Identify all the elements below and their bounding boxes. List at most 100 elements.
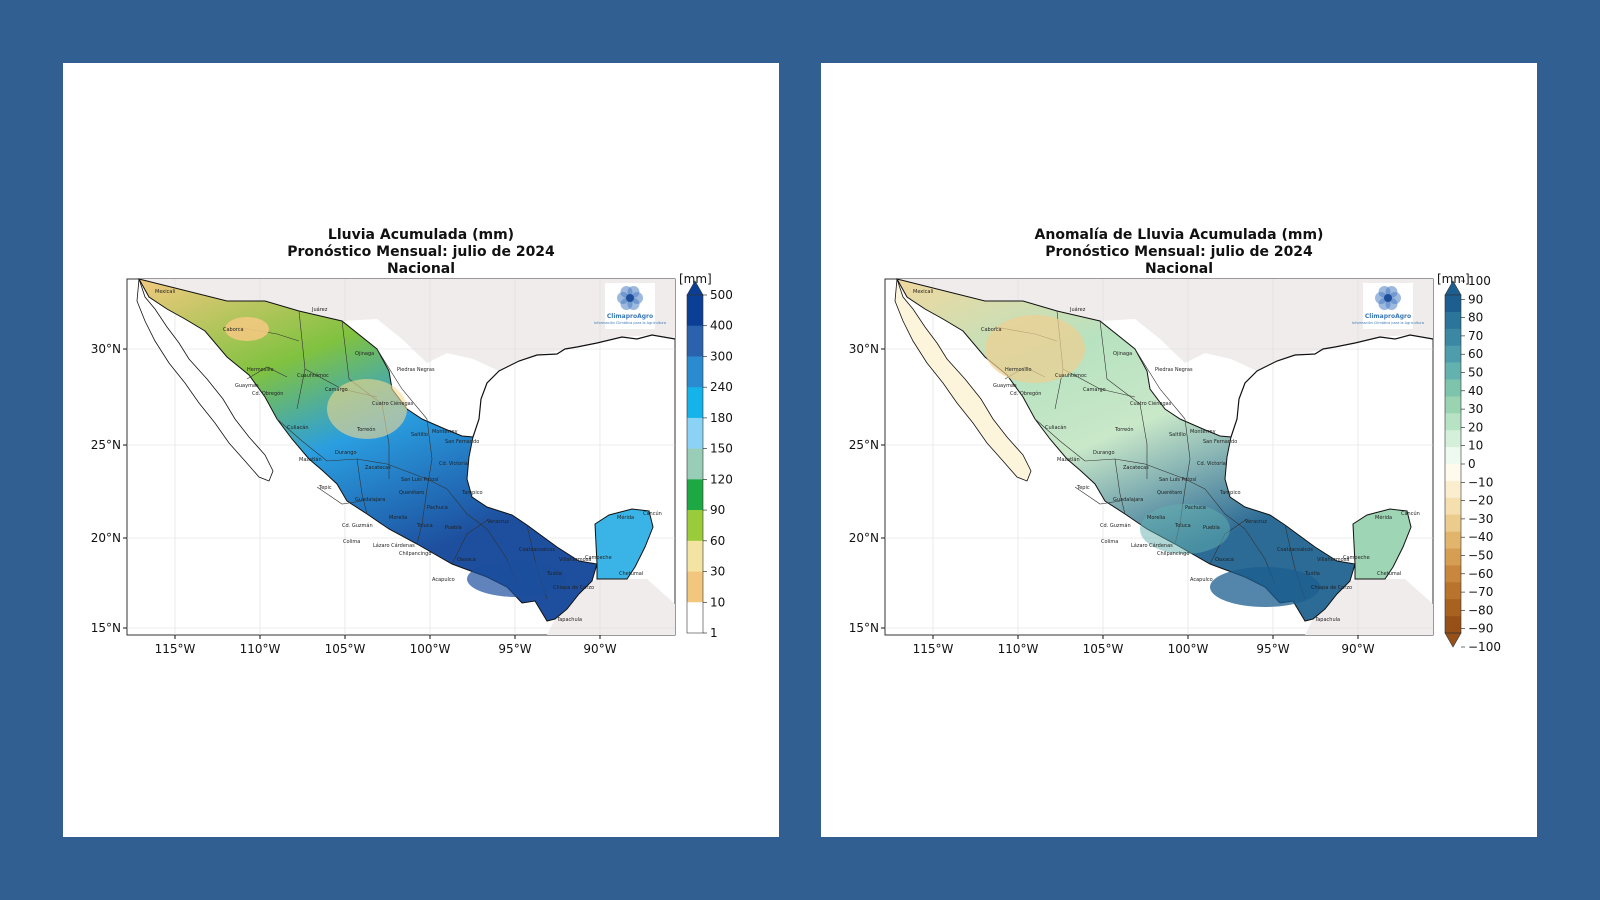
city-label: Oaxaca (1215, 557, 1234, 563)
dry-anomaly-region (985, 315, 1085, 383)
y-tick-label: 15°N (849, 621, 879, 635)
colorbar-segment (687, 448, 703, 480)
city-label: Cancún (1401, 510, 1420, 517)
city-label: Querétaro (399, 489, 424, 496)
wet-anomaly-region (1210, 567, 1320, 607)
central-america-land (547, 579, 675, 635)
state-border (416, 488, 428, 545)
colorbar-segment (687, 510, 703, 542)
colorbar-tick-label: −100 (1468, 640, 1501, 654)
colorbar-segment (1445, 379, 1461, 397)
anomaly-map-panel: Anomalía de Lluvia Acumulada (mm) Pronós… (821, 63, 1537, 837)
city-label: Cd. Victoria (1197, 461, 1226, 467)
state-border (386, 463, 448, 490)
colorbar-tick-label: −70 (1468, 585, 1493, 599)
colorbar-tick-label: −40 (1468, 530, 1493, 544)
y-tick-label: 15°N (91, 621, 121, 635)
city-label: Pachuca (427, 505, 448, 511)
city-label: Cd. Victoria (439, 461, 468, 467)
city-label: Culiacán (287, 424, 308, 431)
yucatan-peninsula (1352, 508, 1412, 580)
colorbar-segment (687, 602, 703, 634)
colorbar-tick-label: 240 (710, 380, 733, 394)
mexico-land: Mexicali Juárez Caborca Hermosillo Ojinaga Pi… (894, 278, 1434, 623)
city-label: Torreón (1114, 426, 1133, 433)
colorbar-tick-label: 100 (1468, 274, 1491, 288)
colorbar-segment (1445, 362, 1461, 380)
city-label: Juárez (1069, 306, 1086, 313)
colorbar-tick-label: −20 (1468, 494, 1493, 508)
anomaly-map: Mexicali Juárez Caborca Hermosillo Ojinaga Pi… (849, 272, 1501, 656)
colorbar-segment (1445, 447, 1461, 465)
state-border (1144, 463, 1206, 490)
city-label: San Fernando (445, 439, 479, 445)
city-label: Guaymas (993, 383, 1017, 389)
map-plot-area: Mexicali Juárez Caborca Hermosillo Ojinaga Pi… (884, 278, 1434, 636)
city-label: Guadalajara (1113, 497, 1143, 503)
colorbar-segment (1445, 345, 1461, 363)
x-tick-label: 100°W (410, 642, 451, 656)
city-label: Zacatecas (1123, 465, 1149, 471)
colorbar-tick-label: −30 (1468, 512, 1493, 526)
map-title-line-1: Lluvia Acumulada (mm) (327, 227, 515, 243)
rain-map: Mexicali Juárez Caborca Hermosillo Ojinaga Pi… (91, 272, 733, 656)
colorbar-tick-label: 40 (1468, 384, 1483, 398)
colorbar-tick-label: 400 (710, 319, 733, 333)
city-label: Caborca (981, 327, 1002, 333)
city-label: Lázaro Cárdenas (1131, 542, 1173, 549)
colorbar-tick-label: −60 (1468, 567, 1493, 581)
state-border (1114, 458, 1126, 515)
colorbar-segment (687, 417, 703, 449)
colorbar: 1009080706050403020100−10−20−30−40−50−60… (1437, 272, 1501, 654)
colorbar-tick-label: 180 (710, 411, 733, 425)
colorbar-tick-label: −80 (1468, 603, 1493, 617)
colorbar-tick-label: 50 (1468, 366, 1483, 380)
colorbar-segment (687, 295, 703, 327)
y-tick-label: 30°N (91, 342, 121, 356)
colorbar-segment (1445, 311, 1461, 330)
colorbar-tick-label: 30 (710, 565, 725, 579)
logo-subtitle: Información Climática para la Agricultur… (594, 321, 666, 325)
x-tick-label: 95°W (1256, 642, 1289, 656)
city-label: Camargo (1083, 387, 1106, 393)
y-tick-label: 30°N (849, 342, 879, 356)
city-label: San Luis Potosí (1159, 476, 1197, 483)
city-label: Chiapa de Corzo (553, 585, 594, 591)
colorbar-tick-label: 150 (710, 442, 733, 456)
city-label: Tuxtla (1304, 571, 1320, 577)
colorbar-tick-label: 20 (1468, 420, 1483, 434)
state-border (1062, 368, 1136, 398)
city-label: Caborca (223, 327, 244, 333)
city-label: Piedras Negras (397, 367, 435, 373)
state-border (356, 458, 368, 515)
x-tick-label: 90°W (1341, 642, 1374, 656)
gulf-coastline (472, 334, 676, 438)
city-label: Pachuca (1185, 505, 1206, 511)
city-label: Chetumal (619, 571, 643, 577)
city-label: Cancún (643, 510, 662, 517)
city-label: Morelia (389, 515, 407, 521)
state-border (446, 488, 488, 530)
map-plot-area: Mexicali Juárez Caborca Hermosillo Ojinaga Pi… (126, 278, 676, 636)
state-border (276, 418, 328, 462)
city-label: Acapulco (1190, 577, 1213, 583)
city-label: Piedras Negras (1155, 367, 1193, 373)
colorbar-segment (1445, 295, 1461, 313)
city-label: Mérida (1375, 514, 1392, 521)
colorbar-segment (1445, 413, 1461, 431)
wet-region (467, 561, 567, 597)
colorbar-tick-label: 10 (1468, 439, 1483, 453)
colorbar-tick-label: 120 (710, 472, 733, 486)
map-title-line-2: Pronóstico Mensual: julio de 2024 (287, 244, 555, 260)
state-border (451, 518, 490, 565)
city-label: Cuatro Ciénegas (1130, 400, 1172, 407)
city-label: Cuatro Ciénegas (372, 400, 414, 407)
city-label: Tepic (1076, 485, 1090, 491)
city-label: Cd. Guzmán (1100, 522, 1131, 529)
colorbar-segment (1445, 548, 1461, 566)
colorbar-segment (1445, 430, 1461, 448)
dry-region (225, 317, 269, 341)
city-label: Colima (343, 539, 360, 545)
colorbar-segment (1445, 531, 1461, 549)
